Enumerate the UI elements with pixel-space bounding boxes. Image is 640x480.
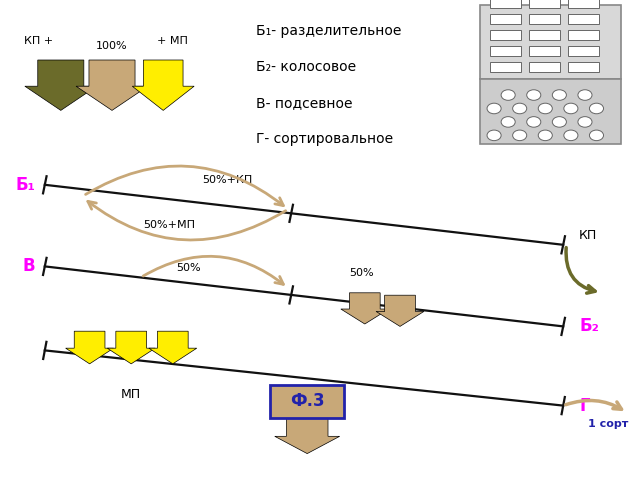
FancyArrowPatch shape bbox=[86, 166, 284, 205]
Text: Г: Г bbox=[579, 396, 590, 415]
Bar bbox=[490, 30, 521, 40]
Text: + МП: + МП bbox=[157, 36, 188, 46]
Circle shape bbox=[538, 103, 552, 114]
Bar bbox=[529, 46, 560, 56]
Polygon shape bbox=[132, 60, 194, 110]
Bar bbox=[480, 79, 621, 144]
Bar bbox=[529, 30, 560, 40]
Text: Б₂: Б₂ bbox=[579, 317, 599, 336]
Bar bbox=[490, 14, 521, 24]
Circle shape bbox=[501, 90, 515, 100]
FancyArrowPatch shape bbox=[566, 248, 595, 293]
Circle shape bbox=[487, 130, 501, 141]
Circle shape bbox=[564, 103, 578, 114]
Circle shape bbox=[501, 117, 515, 127]
Circle shape bbox=[578, 90, 592, 100]
Text: 50%+МП: 50%+МП bbox=[143, 220, 196, 230]
Bar bbox=[490, 0, 521, 8]
FancyArrowPatch shape bbox=[88, 201, 285, 240]
Text: Г- сортировальное: Г- сортировальное bbox=[256, 132, 393, 146]
Circle shape bbox=[538, 130, 552, 141]
Circle shape bbox=[564, 130, 578, 141]
Bar bbox=[490, 62, 521, 72]
Text: Б₁: Б₁ bbox=[15, 176, 35, 194]
Text: В: В bbox=[22, 257, 35, 276]
Bar bbox=[568, 46, 599, 56]
Polygon shape bbox=[108, 331, 155, 364]
Text: В- подсевное: В- подсевное bbox=[256, 96, 353, 110]
Polygon shape bbox=[66, 331, 113, 364]
FancyArrowPatch shape bbox=[143, 256, 284, 284]
Text: 50%: 50% bbox=[177, 263, 201, 273]
Bar bbox=[568, 0, 599, 8]
Circle shape bbox=[513, 103, 527, 114]
Bar bbox=[270, 385, 344, 418]
Text: КП: КП bbox=[579, 228, 598, 242]
Bar bbox=[529, 62, 560, 72]
Text: 100%: 100% bbox=[96, 41, 128, 50]
FancyArrowPatch shape bbox=[566, 400, 621, 409]
Polygon shape bbox=[341, 293, 388, 324]
Text: Ф.3: Ф.3 bbox=[290, 392, 324, 410]
Circle shape bbox=[589, 130, 604, 141]
Text: 50%+КП: 50%+КП bbox=[202, 175, 252, 185]
Text: Б₁- разделительное: Б₁- разделительное bbox=[256, 24, 401, 38]
Polygon shape bbox=[149, 331, 196, 364]
Circle shape bbox=[552, 90, 566, 100]
Text: МП: МП bbox=[121, 388, 141, 401]
Text: 1 сорт: 1 сорт bbox=[588, 419, 628, 429]
Circle shape bbox=[578, 117, 592, 127]
Polygon shape bbox=[76, 60, 148, 110]
Text: 50%: 50% bbox=[349, 268, 374, 278]
Polygon shape bbox=[376, 295, 424, 326]
Circle shape bbox=[487, 103, 501, 114]
Text: Б₂- колосовое: Б₂- колосовое bbox=[256, 60, 356, 74]
Circle shape bbox=[513, 130, 527, 141]
Bar bbox=[490, 46, 521, 56]
Circle shape bbox=[552, 117, 566, 127]
Bar bbox=[568, 30, 599, 40]
Text: КП +: КП + bbox=[24, 36, 53, 46]
Polygon shape bbox=[275, 418, 340, 454]
Bar bbox=[568, 62, 599, 72]
Bar bbox=[568, 14, 599, 24]
Bar bbox=[529, 0, 560, 8]
Bar bbox=[529, 14, 560, 24]
Circle shape bbox=[589, 103, 604, 114]
Polygon shape bbox=[25, 60, 97, 110]
Circle shape bbox=[527, 117, 541, 127]
Circle shape bbox=[527, 90, 541, 100]
Bar bbox=[480, 5, 621, 79]
